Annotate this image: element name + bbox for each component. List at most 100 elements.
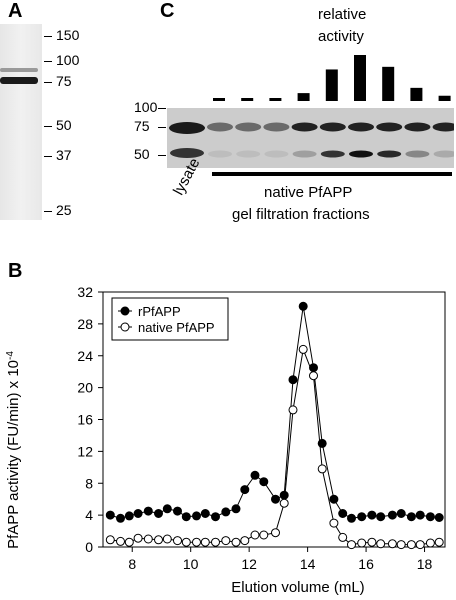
data-point-rpfapp <box>387 510 397 520</box>
data-point-rpfapp <box>406 512 416 522</box>
data-point-native-pfapp <box>181 537 191 547</box>
fractions-label-line1: native PfAPP <box>264 184 353 201</box>
y-tick-label: 12 <box>77 443 93 459</box>
data-point-rpfapp <box>154 509 163 518</box>
legend-marker <box>120 322 130 332</box>
panel-a-marker-tick <box>44 36 52 37</box>
data-point-native-pfapp <box>200 537 210 547</box>
legend-label: rPfAPP <box>138 304 181 319</box>
data-point-native-pfapp <box>240 536 250 546</box>
panel-a-marker-label: 37 <box>56 147 72 163</box>
data-point-native-pfapp <box>279 498 289 508</box>
gel-c-band-75 <box>319 122 346 132</box>
panel-c-marker-tick <box>158 108 166 109</box>
panel-a-marker-tick <box>44 156 52 157</box>
activity-bar <box>297 93 310 101</box>
data-point-native-pfapp <box>367 537 377 547</box>
data-point-native-pfapp <box>329 518 339 528</box>
activity-bar <box>410 87 423 101</box>
legend-box <box>111 297 229 341</box>
data-point-native-pfapp <box>259 530 269 540</box>
data-point-native-pfapp <box>192 537 201 547</box>
data-point-rpfapp <box>211 512 220 522</box>
panel-c-marker-tick <box>158 155 166 156</box>
gel-c-band-75 <box>348 122 374 132</box>
y-tick-label: 24 <box>77 348 93 364</box>
data-point-native-pfapp <box>133 533 143 543</box>
data-point-rpfapp <box>173 506 182 516</box>
activity-bar <box>382 66 395 101</box>
gel-a-background <box>0 24 42 220</box>
data-point-rpfapp <box>162 504 172 514</box>
gel-c-band-75 <box>207 122 233 132</box>
gel-c-band-50 <box>208 150 232 158</box>
panel-b-chart: 0 4 8 12 16 20 24 28 32 8 10 12 14 16 18 Elution volum… <box>5 284 446 596</box>
x-tick-label: 12 <box>241 556 257 572</box>
gel-c-lysate-band-50 <box>170 148 204 158</box>
panel-a-marker-tick <box>44 211 52 212</box>
gel-c-band-50 <box>236 150 261 158</box>
relative-activity-bars <box>213 55 451 101</box>
y-axis-label-text: PfAPP activity (FU/min) x 10 <box>5 360 22 549</box>
activity-bar <box>354 55 366 101</box>
activity-bar <box>325 69 338 101</box>
panel-c-marker-label: 50 <box>134 146 150 162</box>
activity-bar <box>269 98 282 101</box>
gel-c-band-75 <box>432 122 454 132</box>
data-point-native-pfapp <box>376 539 386 549</box>
panel-c-blot <box>167 108 454 168</box>
data-point-native-pfapp <box>357 538 367 548</box>
panel-a-marker-tick <box>44 82 52 83</box>
gel-c-shade <box>167 108 454 168</box>
y-axis-label: PfAPP activity (FU/min) x 10-4 <box>5 351 23 549</box>
relative-activity-title-line2: activity <box>318 28 364 45</box>
panel-c-marker-label: 100 <box>134 99 158 115</box>
fractions-bracket-line <box>212 172 452 176</box>
data-point-rpfapp <box>338 509 348 518</box>
panel-a-marker-label: 100 <box>56 52 80 68</box>
data-point-rpfapp <box>200 509 210 518</box>
gel-c-band-75 <box>291 122 318 132</box>
x-tick-label: 8 <box>128 556 136 572</box>
data-point-rpfapp <box>396 509 406 518</box>
data-point-native-pfapp <box>162 534 172 544</box>
panel-a-marker-label: 75 <box>56 73 72 89</box>
y-tick-label: 28 <box>77 316 93 332</box>
y-tick-label: 20 <box>77 380 93 396</box>
gel-c-band-75 <box>404 122 431 132</box>
panel-c-letter: C <box>160 0 175 22</box>
y-tick-label: 8 <box>85 475 93 491</box>
data-point-native-pfapp <box>211 537 220 547</box>
data-point-rpfapp <box>124 511 134 521</box>
data-point-rpfapp <box>347 513 356 523</box>
x-tick-label: 10 <box>183 556 199 572</box>
relative-activity-title-line1: relative <box>318 6 367 23</box>
data-point-native-pfapp <box>434 537 444 547</box>
data-point-rpfapp <box>143 506 153 516</box>
x-tick-label: 14 <box>300 556 316 572</box>
data-point-rpfapp <box>192 511 201 521</box>
gel-a-band-main <box>0 77 38 84</box>
gel-c-band-50 <box>377 150 402 158</box>
gel-c-band-50 <box>292 150 317 158</box>
y-tick-label: 0 <box>85 539 93 555</box>
data-point-native-pfapp <box>288 405 298 415</box>
data-point-rpfapp <box>181 512 191 522</box>
data-point-native-pfapp <box>425 538 435 548</box>
gel-c-band-50 <box>405 150 430 158</box>
data-point-native-pfapp <box>116 536 125 546</box>
data-point-rpfapp <box>133 509 143 518</box>
data-point-rpfapp <box>240 485 250 495</box>
data-point-native-pfapp <box>250 530 260 540</box>
data-point-rpfapp <box>415 510 425 520</box>
gel-c-band-75 <box>263 122 290 132</box>
gel-a-band-faint <box>0 68 38 72</box>
y-tick-label: 16 <box>77 412 93 428</box>
gel-c-band-50 <box>264 150 289 158</box>
data-point-native-pfapp <box>309 371 318 381</box>
gel-c-lysate-band-75 <box>169 122 205 134</box>
data-point-rpfapp <box>116 513 125 523</box>
gel-c-band-50 <box>320 150 345 158</box>
panel-a-marker-label: 50 <box>56 117 72 133</box>
